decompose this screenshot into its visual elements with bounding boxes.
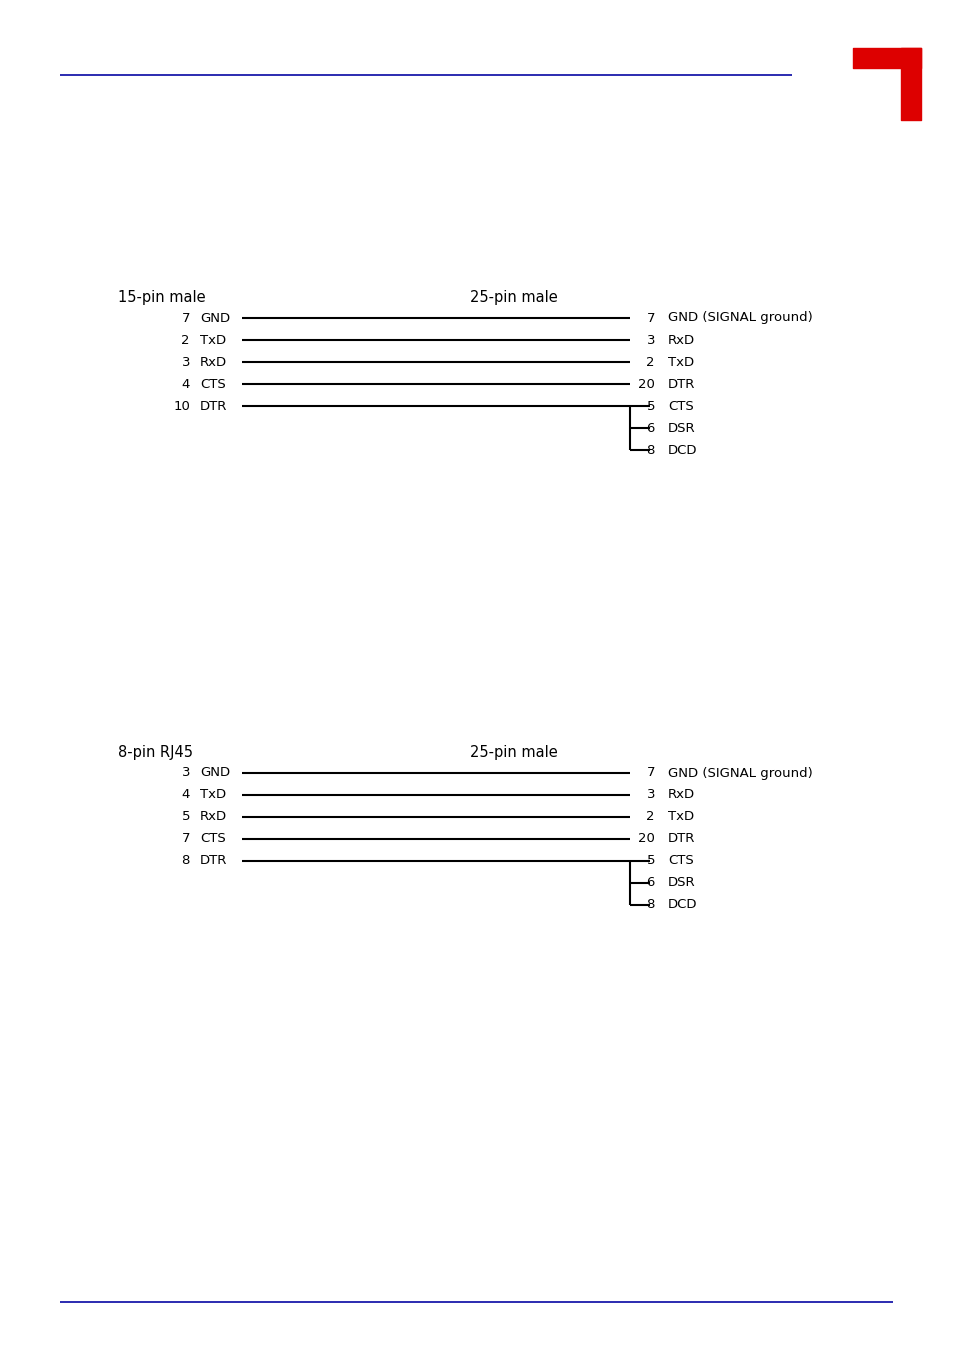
- Text: 4: 4: [181, 377, 190, 390]
- Text: 8-pin RJ45: 8-pin RJ45: [118, 744, 193, 761]
- Text: 7: 7: [646, 312, 655, 324]
- Text: 25-pin male: 25-pin male: [470, 744, 558, 761]
- Text: 5: 5: [646, 854, 655, 867]
- Text: 7: 7: [646, 766, 655, 780]
- Text: RxD: RxD: [667, 334, 695, 346]
- Text: DTR: DTR: [667, 377, 695, 390]
- Text: DSR: DSR: [667, 877, 695, 889]
- Text: 20: 20: [638, 832, 655, 846]
- Text: TxD: TxD: [667, 811, 694, 824]
- Text: 2: 2: [646, 355, 655, 369]
- Text: 15-pin male: 15-pin male: [118, 290, 206, 305]
- Text: TxD: TxD: [200, 789, 226, 801]
- Text: 3: 3: [181, 766, 190, 780]
- Text: CTS: CTS: [200, 377, 226, 390]
- Text: DTR: DTR: [200, 854, 227, 867]
- Text: 5: 5: [181, 811, 190, 824]
- Text: 10: 10: [172, 400, 190, 412]
- Text: 3: 3: [646, 789, 655, 801]
- Text: 2: 2: [646, 811, 655, 824]
- Text: RxD: RxD: [200, 811, 227, 824]
- Text: 7: 7: [181, 312, 190, 324]
- Text: 8: 8: [181, 854, 190, 867]
- Text: RxD: RxD: [200, 355, 227, 369]
- Text: GND: GND: [200, 312, 230, 324]
- Text: 6: 6: [646, 422, 655, 435]
- Text: 8: 8: [646, 443, 655, 457]
- Text: 7: 7: [181, 832, 190, 846]
- Text: DCD: DCD: [667, 443, 697, 457]
- Text: 5: 5: [646, 400, 655, 412]
- Text: TxD: TxD: [200, 334, 226, 346]
- Text: 25-pin male: 25-pin male: [470, 290, 558, 305]
- Text: CTS: CTS: [200, 832, 226, 846]
- Text: 2: 2: [181, 334, 190, 346]
- Text: DTR: DTR: [200, 400, 227, 412]
- Text: GND (SIGNAL ground): GND (SIGNAL ground): [667, 312, 812, 324]
- Text: 3: 3: [181, 355, 190, 369]
- Text: 6: 6: [646, 877, 655, 889]
- Text: RxD: RxD: [667, 789, 695, 801]
- Text: 4: 4: [181, 789, 190, 801]
- Text: GND (SIGNAL ground): GND (SIGNAL ground): [667, 766, 812, 780]
- Text: DSR: DSR: [667, 422, 695, 435]
- Text: GND: GND: [200, 766, 230, 780]
- Text: CTS: CTS: [667, 854, 693, 867]
- Text: DCD: DCD: [667, 898, 697, 912]
- Text: 3: 3: [646, 334, 655, 346]
- Text: CTS: CTS: [667, 400, 693, 412]
- Text: 20: 20: [638, 377, 655, 390]
- Text: DTR: DTR: [667, 832, 695, 846]
- Text: TxD: TxD: [667, 355, 694, 369]
- Text: 8: 8: [646, 898, 655, 912]
